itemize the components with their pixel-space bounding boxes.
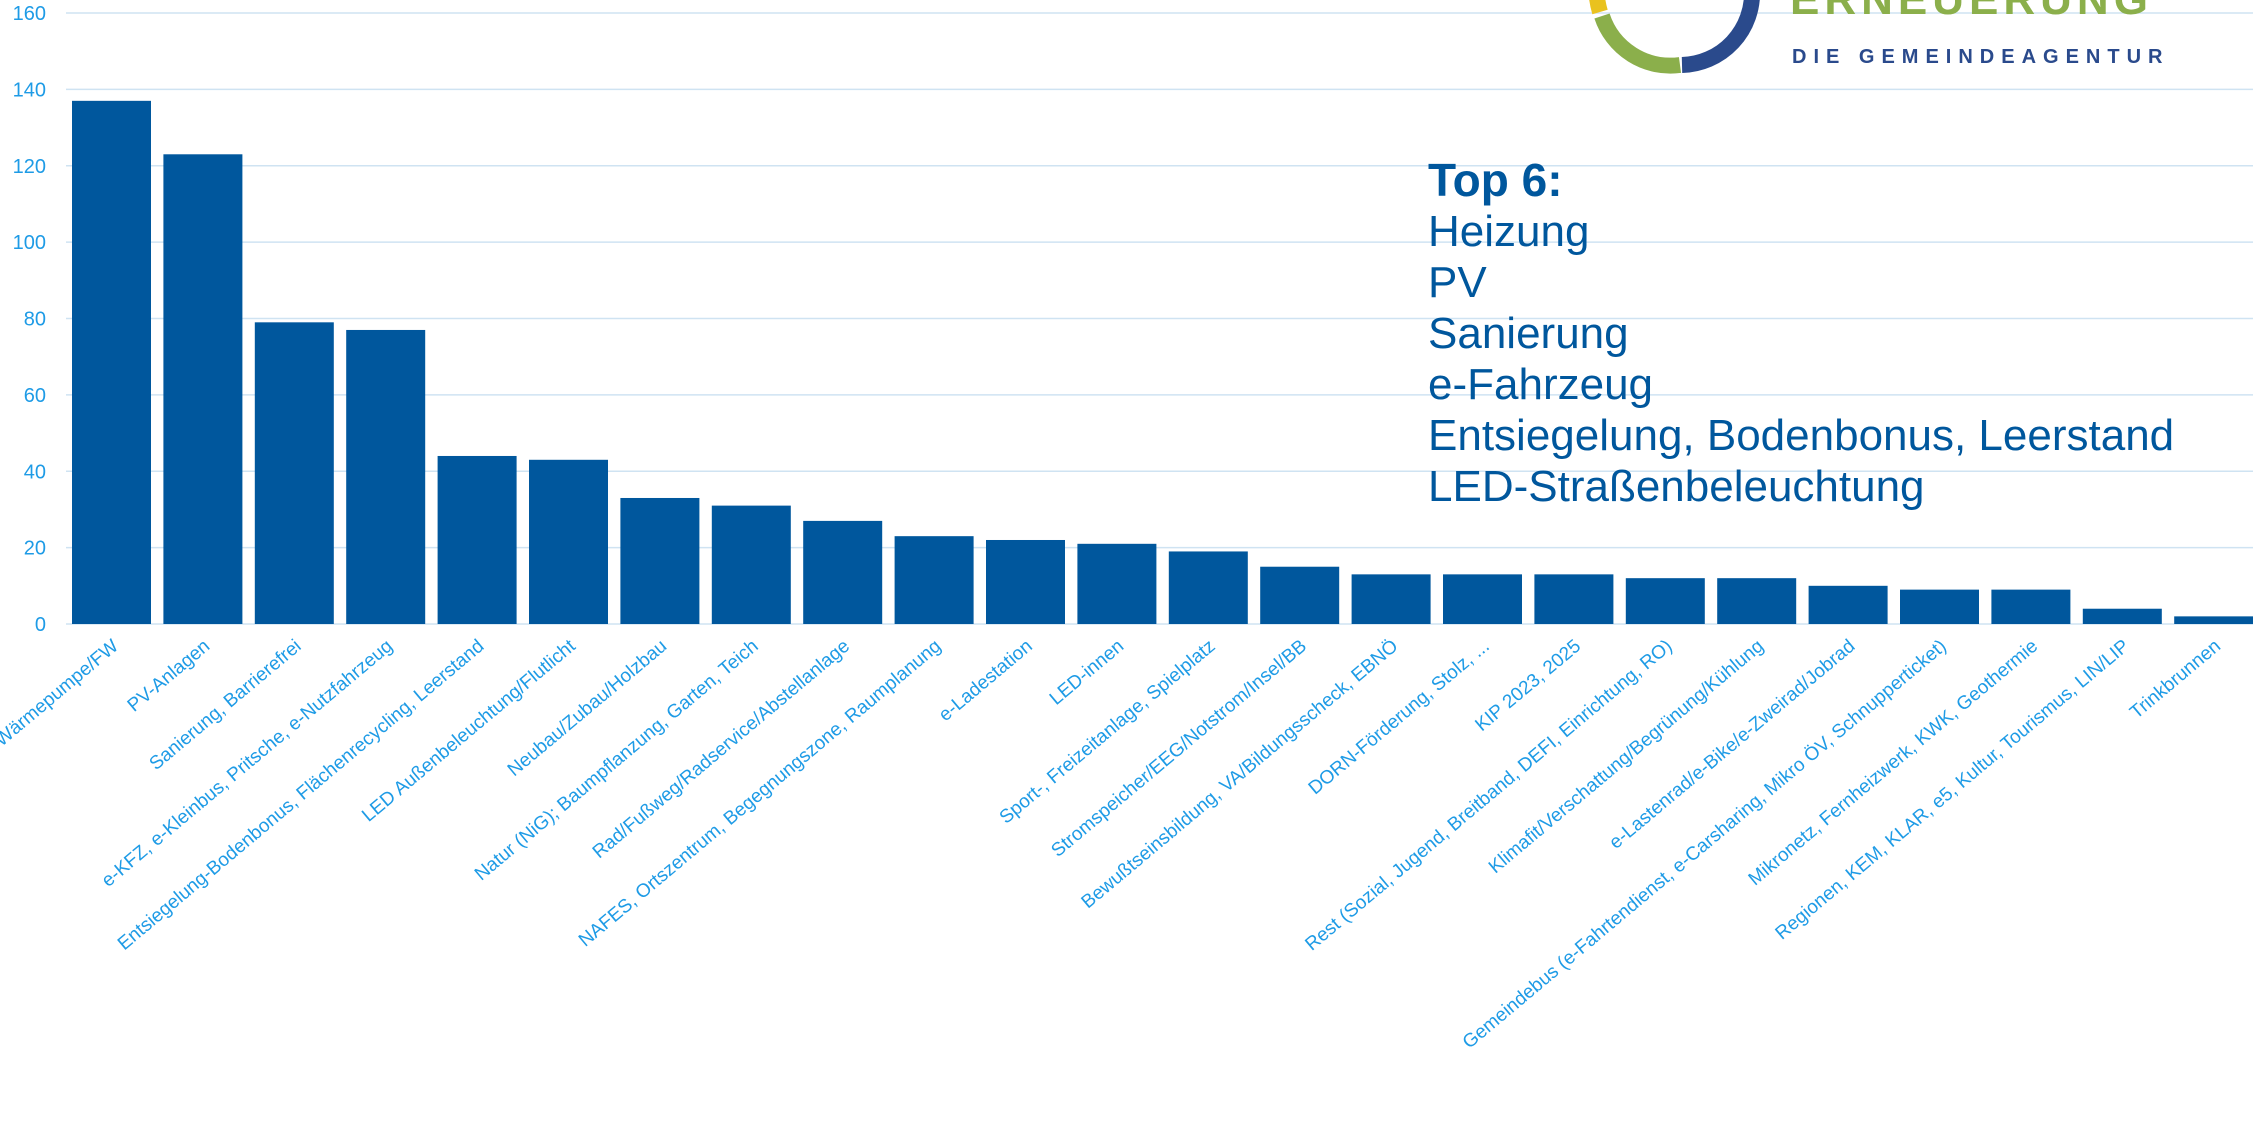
y-tick-label: 80 <box>24 309 46 331</box>
x-tick-label: Trinkbrunnen <box>2126 636 2225 724</box>
x-tick-label: Wärmepumpe/FW <box>0 636 123 751</box>
y-tick-label: 0 <box>35 614 46 636</box>
annotation-line: LED-Straßenbeleuchtung <box>1428 462 1925 511</box>
bar <box>1260 566 1340 624</box>
bar <box>437 455 517 624</box>
bar <box>163 154 243 624</box>
logo-ring-yellow <box>1589 0 1608 15</box>
annotation-line: Heizung <box>1428 207 1590 256</box>
y-tick-label: 20 <box>24 538 46 560</box>
logo-ring-green <box>1594 13 1682 74</box>
bar <box>72 100 151 625</box>
annotation-line: Entsiegelung, Bodenbonus, Leerstand <box>1428 411 2175 460</box>
y-tick-label: 160 <box>13 3 46 25</box>
y-tick-label: 120 <box>13 156 46 178</box>
bar <box>1351 574 1431 624</box>
annotation-line: Sanierung <box>1428 309 1629 358</box>
y-tick-label: 40 <box>24 461 46 483</box>
x-tick-label: Bewußtseinsbildung, VA/Bildungsscheck, E… <box>1078 636 1403 913</box>
x-tick-label: e-Ladestation <box>935 636 1037 726</box>
bar <box>2174 616 2253 624</box>
annotation-title: Top 6: <box>1428 154 1563 206</box>
x-tick-label: Neubau/Zubau/Holzbau <box>504 636 671 781</box>
x-tick-label: LED-innen <box>1046 636 1128 710</box>
bar <box>803 520 883 624</box>
bar <box>254 322 334 624</box>
bar <box>894 536 974 624</box>
bar <box>620 497 700 624</box>
bar <box>1168 551 1248 624</box>
bar <box>1625 578 1705 624</box>
bar <box>986 539 1065 624</box>
logo-wordmark: ERNEUERUNG <box>1790 0 2153 24</box>
annotation-line: PV <box>1428 258 1487 307</box>
bar <box>1717 578 1797 624</box>
bar <box>1900 589 1979 624</box>
logo-tagline: DIE GEMEINDEAGENTUR <box>1792 46 2169 68</box>
bar <box>1443 574 1522 624</box>
brand-logo: ERNEUERUNG DIE GEMEINDEAGENTUR <box>1589 0 2169 74</box>
x-tick-label: Sanierung, Barrierefrei <box>146 636 306 775</box>
bar <box>346 329 426 624</box>
bar <box>2082 608 2162 624</box>
bar <box>529 459 608 624</box>
bar <box>1808 585 1888 624</box>
annotation-line: e-Fahrzeug <box>1428 360 1654 409</box>
x-tick-label: DORN-Förderung, Stolz, ... <box>1305 636 1494 799</box>
y-tick-label: 140 <box>13 79 46 101</box>
bar <box>711 505 791 624</box>
y-tick-label: 100 <box>13 232 46 254</box>
x-tick-label: Regionen, KEM, KLAR, e5, Kultur, Tourism… <box>1772 636 2134 944</box>
y-tick-label: 60 <box>24 385 46 407</box>
x-tick-label: PV-Anlagen <box>124 636 214 717</box>
bar <box>1534 574 1614 624</box>
bar <box>1077 543 1157 624</box>
logo-ring-blue <box>1681 0 1760 73</box>
top6-annotation: Top 6: Heizung PV Sanierung e-Fahrzeug E… <box>1428 155 2174 512</box>
bar <box>1991 589 2071 624</box>
